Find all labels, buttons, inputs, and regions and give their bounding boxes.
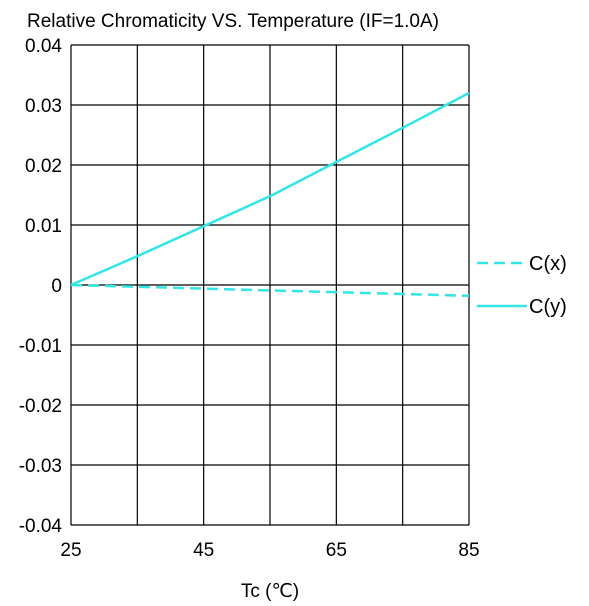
y-tick-label: -0.02 bbox=[19, 396, 62, 417]
y-tick-label: 0.01 bbox=[25, 216, 62, 237]
x-tick-label: 25 bbox=[60, 540, 81, 561]
chart-title: Relative Chromaticity VS. Temperature (I… bbox=[27, 11, 439, 32]
y-tick-label: -0.03 bbox=[19, 456, 62, 477]
series-line-cy bbox=[70, 91, 470, 287]
x-tick-label: 65 bbox=[326, 540, 347, 561]
y-tick-label: -0.04 bbox=[19, 516, 63, 537]
x-tick-label: 85 bbox=[458, 540, 479, 561]
y-tick-label: -0.01 bbox=[19, 336, 62, 357]
y-tick-label: 0 bbox=[51, 276, 62, 297]
y-tick-label: 0.04 bbox=[25, 36, 62, 57]
grid bbox=[70, 44, 470, 526]
x-tick-label: 45 bbox=[193, 540, 214, 561]
x-tick-labels: 25 45 65 85 bbox=[60, 540, 479, 561]
y-tick-labels: 0.04 0.03 0.02 0.01 0 -0.01 -0.02 -0.03 -0.04 bbox=[19, 36, 63, 537]
legend: C(x) C(y) bbox=[477, 253, 567, 318]
legend-label-cx: C(x) bbox=[529, 253, 567, 275]
series-lines bbox=[70, 91, 470, 298]
legend-label-cy: C(y) bbox=[529, 296, 567, 318]
series-line-cx bbox=[70, 283, 470, 298]
y-tick-label: 0.03 bbox=[25, 96, 62, 117]
y-tick-label: 0.02 bbox=[25, 156, 62, 177]
x-axis-label: Tc (℃) bbox=[241, 581, 299, 602]
